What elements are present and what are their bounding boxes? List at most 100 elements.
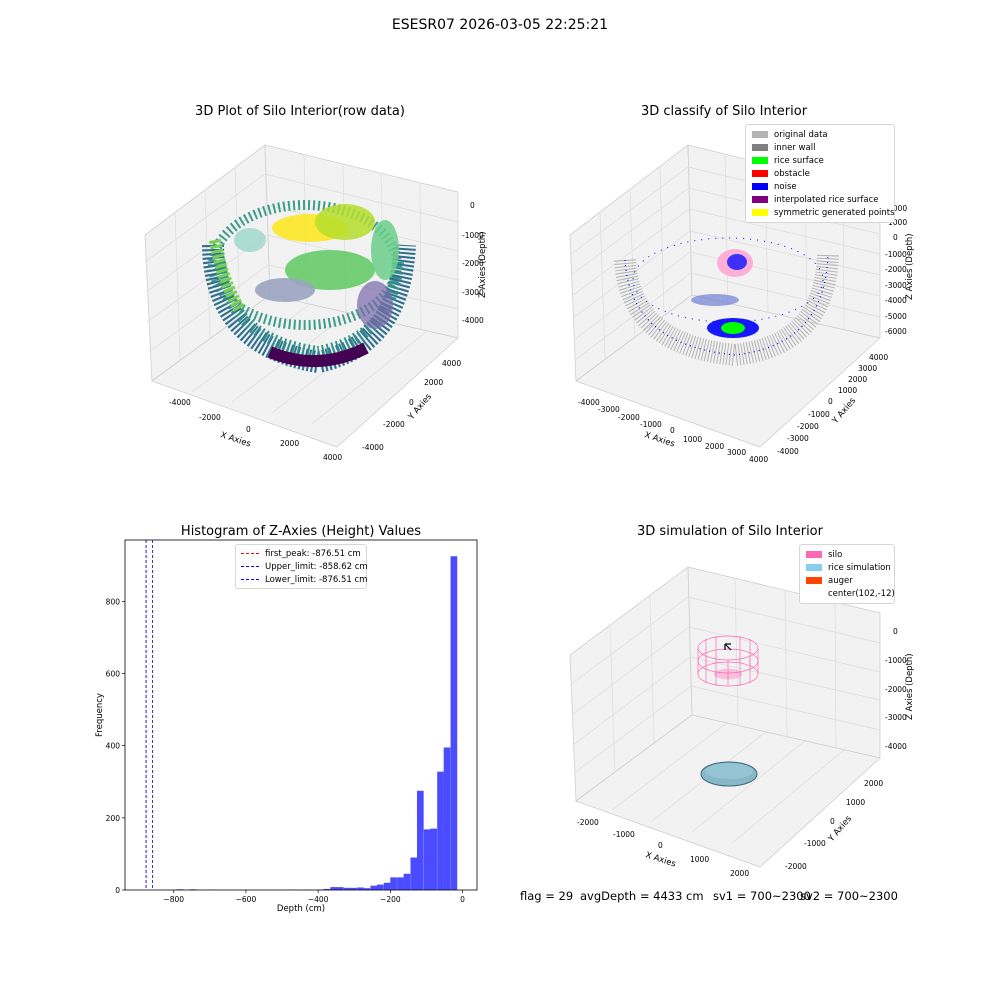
raw-zlabel: Z Axies (Depth) [478,231,488,298]
silo-wireframe [697,635,759,687]
histogram-bar [397,877,404,890]
status-sv1: sv1 = 700~2300 [713,889,811,903]
simulation-3d-plot: -2000 -1000 0 1000 2000 2000 1000 0 -100… [569,566,915,878]
classify-ztick: -3000 [885,281,907,290]
histogram-reference-lines [145,540,153,890]
simulation-xtick: 2000 [730,869,749,878]
legend-swatch [806,564,822,571]
raw-ytick: 4000 [442,359,461,368]
histogram-bar [383,882,391,890]
classify-ytick: 4000 [869,353,888,362]
histogram-legend: first_peak: -876.51 cm Upper_limit: -858… [235,544,368,589]
legend-item: original data [752,128,888,141]
legend-item: Lower_limit: -876.51 cm [241,573,367,586]
classify-ztick: 0 [893,233,898,242]
classify-xtick: 3000 [727,448,746,457]
legend-item: silo [806,548,888,561]
histogram-bar [370,885,378,890]
histogram-bar [443,747,451,890]
legend-line [241,579,259,580]
histogram-bar [423,829,431,890]
simulation-ztick: -4000 [885,742,907,751]
y-tick-label: 600 [106,670,121,679]
x-tick-label: −600 [236,895,257,904]
histogram-bar [363,888,371,890]
simulation-ytick: 1000 [846,798,865,807]
classify-ytick: -3000 [787,434,809,443]
classify-xtick: -3000 [598,405,620,414]
histogram-title: Histogram of Z-Axies (Height) Values [180,524,422,539]
simulation-ztick: -1000 [885,656,907,665]
legend-swatch [752,196,768,203]
histogram-bar [357,887,364,890]
simulation-plot-title: 3D simulation of Silo Interior [637,524,823,539]
histogram-bar [350,887,357,890]
legend-item: rice surface [752,154,888,167]
classify-point-cloud [614,237,839,367]
legend-item: Upper_limit: -858.62 cm [241,560,368,573]
legend-swatch [752,170,768,177]
legend-item: inner wall [752,141,888,154]
classify-ytick: 2000 [848,375,867,384]
simulation-xtick: 0 [658,841,663,850]
histogram-x-ticks: −800 −600 −400 −200 0 [163,890,465,904]
histogram-bar [330,887,338,890]
auger-marker [724,643,732,651]
simulation-zlabel: Z Axies (Depth) [905,653,915,720]
legend-swatch [752,183,768,190]
status-sv2: sv2 = 700~2300 [800,889,898,903]
classify-plot-title: 3D classify of Silo Interior [640,104,808,119]
legend-item: symmetric generated points [752,206,895,219]
histogram-y-ticks: 0 200 400 600 800 [106,597,125,895]
histogram-xlabel: Depth (cm) [277,904,325,914]
classify-legend: original data inner wall rice surface ob… [745,124,895,223]
legend-item: center(102,-12) [806,587,895,600]
simulation-ytick: 0 [830,817,835,826]
histogram-axes-frame [124,539,478,891]
x-tick-label: −200 [380,895,401,904]
simulation-ytick: -2000 [785,862,807,871]
legend-swatch [806,590,822,597]
classify-ytick: 1000 [838,386,857,395]
raw-3d-plot: -4000 -2000 0 2000 4000 4000 2000 0 -200… [144,144,488,462]
raw-xtick: -2000 [199,413,221,422]
classify-ylabel: Y Axies [830,396,858,427]
simulation-xlabel: X Axies [644,850,677,869]
classify-ztick: 1000 [888,218,907,227]
legend-swatch [752,131,768,138]
classify-ytick: -2000 [797,422,819,431]
histogram-bar [450,556,458,890]
raw-ylabel: Y Axies [406,392,434,423]
legend-item: obstacle [752,167,888,180]
figure-title: ESESR07 2026-03-05 22:25:21 [391,17,609,33]
classify-ztick: 2000 [888,204,907,213]
x-tick-label: 0 [460,895,465,904]
raw-ztick: -1000 [462,231,484,240]
legend-swatch [752,157,768,164]
classify-ztick: -5000 [885,312,907,321]
histogram-bar [390,877,397,890]
classify-xtick: 2000 [705,442,724,451]
histogram-bar [336,887,344,890]
histogram-bar [343,887,351,890]
legend-swatch [806,577,822,584]
rice-simulation-surface [700,761,758,787]
raw-ytick: 0 [409,398,414,407]
histogram-bar [410,857,418,890]
raw-ytick: -2000 [383,420,405,429]
classify-xtick: 1000 [683,435,702,444]
simulation-xtick: -1000 [613,830,635,839]
raw-ztick: -2000 [462,259,484,268]
histogram-bar [430,828,438,890]
classify-ztick: -6000 [885,327,907,336]
legend-item: interpolated rice surface [752,193,888,206]
classify-ytick: -1000 [808,410,830,419]
legend-item: auger [806,574,888,587]
raw-xtick: 0 [246,425,251,434]
legend-line [241,566,259,567]
status-flag: flag = 29 [520,889,574,903]
simulation-ztick: 0 [893,627,898,636]
classify-xtick: 0 [670,426,675,435]
histogram-bar [416,790,424,890]
classify-ytick: 0 [828,397,833,406]
